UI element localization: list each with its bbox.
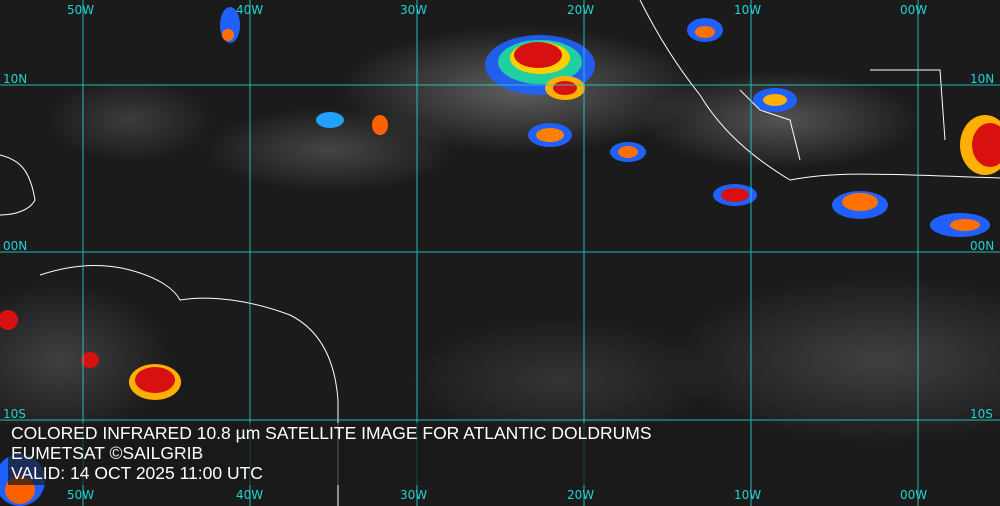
lon-label-00w-top: 00W — [900, 3, 928, 17]
caption-credit: EUMETSAT ©SAILGRIB — [11, 443, 204, 463]
lon-label-20w-bottom: 20W — [567, 488, 595, 502]
lon-label-30w-top: 30W — [400, 3, 428, 17]
lat-label-10s-left: 10S — [3, 407, 26, 421]
caption-title: COLORED INFRARED 10.8 µm SATELLITE IMAGE… — [11, 423, 652, 443]
caption-valid-time: VALID: 14 OCT 2025 11:00 UTC — [11, 463, 263, 483]
lon-label-50w-bottom: 50W — [67, 488, 95, 502]
lat-label-10n-left: 10N — [3, 72, 28, 86]
lon-label-50w-top: 50W — [67, 3, 95, 17]
lat-label-10s-right: 10S — [970, 407, 993, 421]
lon-label-20w-top: 20W — [567, 3, 595, 17]
lat-label-10n-right: 10N — [970, 72, 995, 86]
lon-label-00w-bottom: 00W — [900, 488, 928, 502]
image-caption: COLORED INFRARED 10.8 µm SATELLITE IMAGE… — [8, 423, 743, 485]
lon-label-40w-bottom: 40W — [236, 488, 264, 502]
lon-label-10w-top: 10W — [734, 3, 762, 17]
lon-label-30w-bottom: 30W — [400, 488, 428, 502]
lat-label-00n-right: 00N — [970, 239, 995, 253]
lon-label-40w-top: 40W — [236, 3, 264, 17]
lon-label-10w-bottom: 10W — [734, 488, 762, 502]
lat-label-00n-left: 00N — [3, 239, 28, 253]
